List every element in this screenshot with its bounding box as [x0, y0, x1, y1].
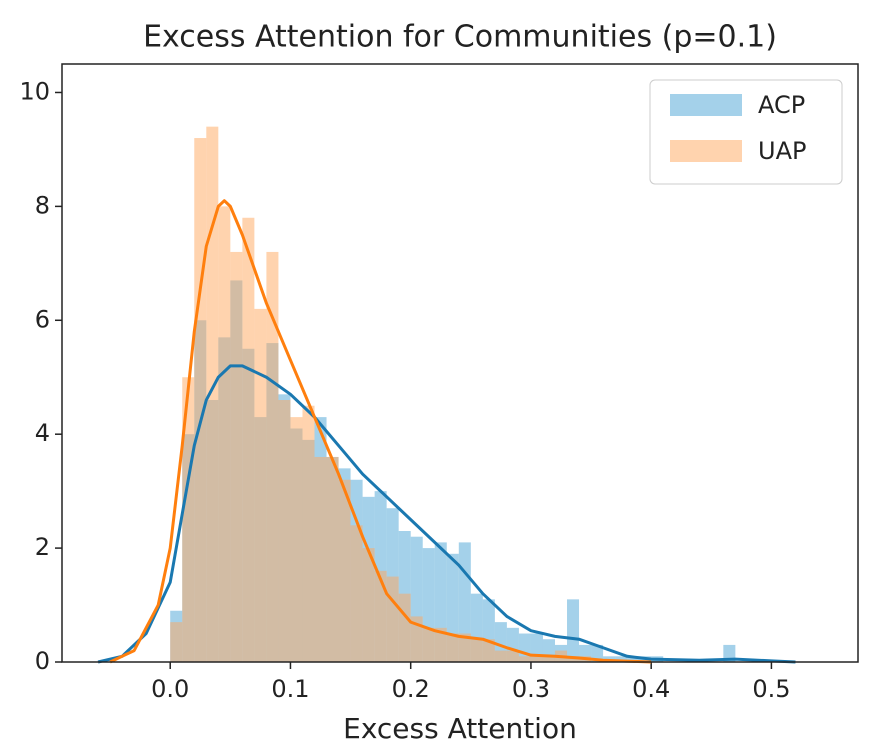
- kde-line: [109, 199, 652, 664]
- histogram-bar: [458, 633, 471, 662]
- histogram-bar: [278, 400, 291, 662]
- x-axis-label: Excess Attention: [343, 712, 577, 745]
- histogram-bar: [170, 622, 183, 662]
- chart-title: Excess Attention for Communities (p=0.1): [143, 20, 777, 55]
- y-tick-label: 10: [19, 77, 50, 105]
- histogram-bar: [302, 405, 315, 662]
- histogram-bar: [567, 656, 580, 662]
- histogram-bar: [723, 644, 736, 662]
- y-tick-label: 8: [35, 191, 50, 219]
- x-tick-label: 0.5: [752, 675, 790, 703]
- legend-label: ACP: [758, 91, 805, 119]
- histogram-bar: [374, 570, 387, 662]
- histogram-bar: [615, 656, 628, 662]
- histogram-bar: [591, 644, 604, 662]
- histogram-bar: [386, 576, 399, 662]
- histogram-bar: [338, 479, 351, 662]
- histogram-bar: [410, 616, 423, 662]
- legend-label: UAP: [758, 137, 806, 165]
- y-tick-label: 4: [35, 419, 50, 447]
- histogram-bar: [494, 650, 507, 662]
- histogram-bar: [422, 627, 435, 662]
- histogram-bar: [434, 627, 447, 662]
- histogram-bar: [567, 599, 580, 662]
- x-tick-label: 0.4: [632, 675, 670, 703]
- x-tick-label: 0.1: [271, 675, 309, 703]
- histogram-bar: [182, 377, 195, 662]
- x-tick-label: 0.3: [512, 675, 550, 703]
- x-tick-label: 0.0: [151, 675, 189, 703]
- histogram-bar: [350, 525, 363, 662]
- y-tick-label: 2: [35, 533, 50, 561]
- histogram-bar: [470, 639, 483, 662]
- histogram-bar: [542, 656, 555, 662]
- histogram-bar: [326, 456, 339, 662]
- histogram-bar: [362, 548, 375, 662]
- histogram-bar: [266, 251, 279, 662]
- histogram-bar: [446, 633, 459, 662]
- kde-line: [97, 364, 796, 664]
- legend-swatch: [670, 140, 742, 162]
- histogram-bar: [254, 308, 267, 662]
- histogram-bar: [530, 656, 543, 662]
- histogram-bar: [627, 656, 640, 662]
- histogram-bar: [206, 126, 219, 662]
- histogram-bar: [314, 456, 327, 662]
- histogram-bar: [482, 639, 495, 662]
- y-tick-label: 6: [35, 305, 50, 333]
- legend-swatch: [670, 94, 742, 116]
- histogram-bar: [218, 206, 231, 662]
- histogram-bar: [506, 650, 519, 662]
- y-tick-label: 0: [35, 647, 50, 675]
- histogram-bar: [458, 542, 471, 662]
- histogram-bar: [290, 417, 303, 662]
- plot-frame: [61, 63, 859, 663]
- histogram-bar: [230, 251, 243, 662]
- histogram-bar: [518, 656, 531, 662]
- histogram-bar: [242, 217, 255, 662]
- histogram-bar: [398, 593, 411, 662]
- x-tick-label: 0.2: [392, 675, 430, 703]
- histogram-bar: [194, 138, 207, 663]
